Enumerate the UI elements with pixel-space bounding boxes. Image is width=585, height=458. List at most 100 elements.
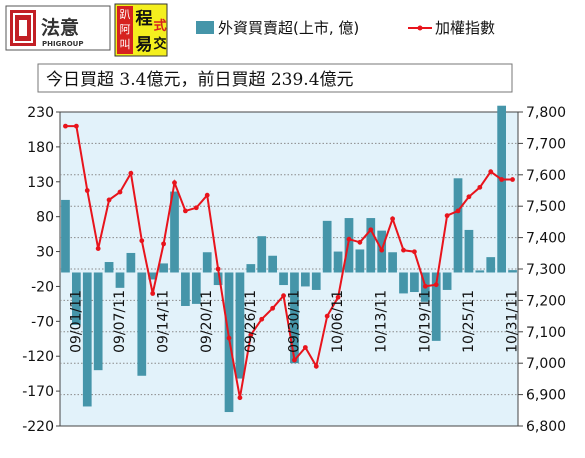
- bar-foreign-net-buy: [246, 264, 256, 273]
- index-point: [226, 335, 232, 341]
- index-point: [368, 227, 374, 233]
- bar-foreign-net-buy: [431, 272, 441, 341]
- right-axis-tick-label: 6,900: [526, 388, 566, 404]
- bar-foreign-net-buy: [93, 272, 103, 371]
- bar-foreign-net-buy: [82, 272, 92, 407]
- bar-foreign-net-buy: [486, 257, 496, 273]
- x-axis-tick-label: 09/14/11: [156, 290, 172, 353]
- index-point: [63, 123, 68, 129]
- right-axis: 7,800 7,700 7,600 7,500 7,400 7,300 7,200 7,100…: [518, 105, 566, 435]
- index-point: [302, 345, 308, 350]
- logo1-text: 法意: [41, 16, 79, 39]
- left-axis-tick-label: 230: [27, 105, 54, 121]
- x-axis-tick-label: 09/01/11: [68, 290, 84, 353]
- index-point: [390, 216, 395, 222]
- bar-foreign-net-buy: [115, 272, 125, 288]
- logo2-char-4: 易: [136, 35, 153, 55]
- index-point: [444, 213, 450, 219]
- legend-line-marker: [417, 25, 423, 31]
- left-axis: 230 180 130 80 30 -20 -70 -120 -170 -220: [22, 105, 60, 435]
- bar-foreign-net-buy: [300, 272, 310, 287]
- bar-foreign-net-buy: [453, 178, 463, 273]
- index-point: [324, 313, 330, 319]
- left-axis-tick-label: -120: [22, 349, 54, 365]
- bar-foreign-net-buy: [508, 270, 517, 273]
- right-axis-tick-label: 7,700: [526, 136, 566, 152]
- program-trading-logo: 趴 阿 叫 程 式 交 易: [114, 3, 168, 57]
- bar-foreign-net-buy: [71, 272, 81, 325]
- right-axis-tick-label: 7,400: [526, 231, 566, 247]
- index-point: [183, 208, 188, 214]
- x-axis-tick-label: 10/31/11: [505, 290, 521, 353]
- phigroup-logo: 法意 PHIGROUP: [5, 5, 111, 51]
- bar-foreign-net-buy: [148, 272, 158, 280]
- right-axis-tick-label: 7,200: [526, 293, 566, 309]
- logo2-small-2: 阿: [120, 23, 131, 36]
- bar-series: [61, 105, 517, 413]
- index-point: [433, 282, 439, 288]
- bar-foreign-net-buy: [355, 249, 365, 273]
- index-point: [313, 363, 319, 369]
- index-point: [455, 208, 461, 214]
- index-point: [499, 177, 505, 182]
- right-axis-tick-label: 7,300: [526, 262, 566, 278]
- right-axis-tick-label: 7,500: [526, 199, 566, 215]
- index-point: [379, 247, 385, 253]
- bar-foreign-net-buy: [159, 263, 168, 273]
- bar-foreign-net-buy: [290, 272, 299, 364]
- x-axis-tick-label: 10/06/11: [330, 290, 346, 353]
- index-point: [259, 316, 265, 322]
- left-axis-tick-label: 130: [27, 175, 54, 191]
- bar-foreign-net-buy: [464, 229, 474, 273]
- bar-foreign-net-buy: [366, 218, 376, 273]
- logo2-char-1: 程: [136, 9, 153, 29]
- index-point: [161, 241, 166, 247]
- index-point: [422, 283, 428, 289]
- index-point: [488, 169, 494, 175]
- logo2-small-1: 趴: [120, 8, 131, 21]
- bar-foreign-net-buy: [279, 272, 288, 286]
- x-axis-tick-label: 09/26/11: [243, 290, 259, 353]
- bar-foreign-net-buy: [61, 199, 70, 273]
- bar-foreign-net-buy: [191, 272, 201, 304]
- index-point: [139, 238, 145, 244]
- right-axis-tick-label: 7,800: [526, 105, 566, 121]
- bar-foreign-net-buy: [344, 218, 354, 273]
- x-axis-tick-label: 10/13/11: [374, 290, 390, 353]
- index-point: [466, 194, 472, 200]
- bar-foreign-net-buy: [268, 255, 278, 273]
- index-point: [204, 192, 210, 198]
- index-point: [106, 197, 112, 203]
- right-axis-tick-label: 7,000: [526, 356, 566, 372]
- index-point: [117, 189, 123, 195]
- x-axis-tick-label: 09/30/11: [286, 290, 302, 353]
- left-axis-tick-label: 30: [36, 245, 54, 261]
- bar-foreign-net-buy: [257, 236, 267, 273]
- left-axis-tick-label: -70: [31, 314, 54, 330]
- index-point: [401, 247, 406, 253]
- bar-foreign-net-buy: [202, 252, 212, 273]
- bar-foreign-net-buy: [213, 272, 223, 286]
- logo2-char-2: 式: [153, 18, 166, 34]
- x-axis-tick-label: 09/07/11: [112, 290, 128, 353]
- x-axis-tick-label: 10/19/11: [417, 290, 433, 353]
- banner-text: 今日買超 3.4億元，前日買超 239.4億元: [46, 70, 354, 90]
- x-axis: 09/01/11 09/07/11 09/14/11 09/20/11 09/26/11…: [68, 290, 520, 353]
- legend-line-label: 加權指數: [435, 19, 495, 37]
- left-axis-tick-label: -170: [22, 384, 54, 400]
- right-axis-tick-label: 7,600: [526, 168, 566, 184]
- bar-foreign-net-buy: [181, 272, 190, 306]
- bar-foreign-net-buy: [442, 272, 452, 290]
- index-point: [270, 305, 276, 311]
- logo2-char-3: 交: [153, 36, 166, 52]
- index-point: [281, 293, 286, 299]
- bar-foreign-net-buy: [333, 251, 343, 273]
- index-point: [84, 188, 90, 193]
- grid-layer: [60, 142, 518, 396]
- bar-foreign-net-buy: [126, 252, 136, 273]
- index-point: [477, 184, 483, 190]
- index-series: [63, 123, 515, 401]
- x-axis-tick-label: 10/25/11: [461, 290, 477, 353]
- bar-foreign-net-buy: [235, 272, 245, 379]
